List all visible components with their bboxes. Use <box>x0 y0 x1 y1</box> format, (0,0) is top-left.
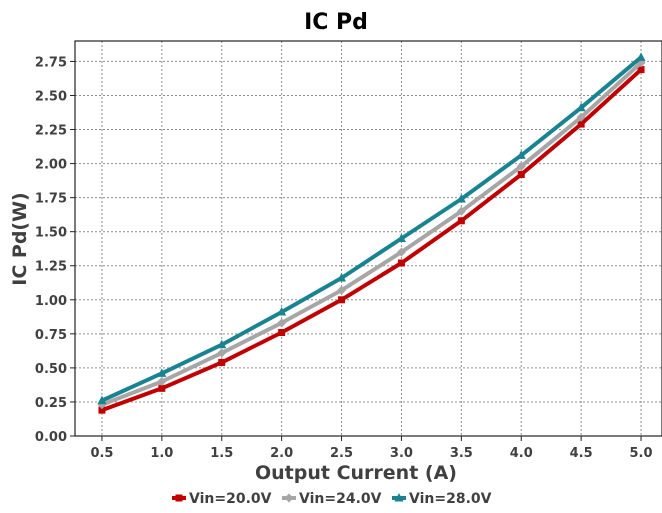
data-point <box>97 395 107 405</box>
data-point <box>158 384 166 392</box>
legend-label: Vin=28.0V <box>409 491 492 507</box>
x-tick-label: 4.5 <box>570 446 593 461</box>
data-point <box>516 161 526 171</box>
y-tick-label: 1.25 <box>35 260 67 275</box>
y-tick-label: 2.75 <box>35 55 67 70</box>
legend-item: Vin=20.0V <box>172 491 272 507</box>
legend: Vin=20.0V Vin=24.0V Vin=28.0V <box>172 491 492 507</box>
legend-marker <box>284 493 294 503</box>
data-point <box>338 296 346 304</box>
x-tick-label: 3.0 <box>390 446 413 461</box>
x-tick-label: 5.0 <box>630 446 653 461</box>
x-axis-ticks: 0.5 1.0 1.5 2.0 2.5 3.0 3.5 4.0 4.5 5.0 <box>90 436 653 461</box>
data-point <box>278 328 286 336</box>
grid <box>75 41 662 436</box>
legend-item: Vin=28.0V <box>392 491 492 507</box>
x-tick-label: 1.5 <box>210 446 233 461</box>
data-point <box>576 112 586 122</box>
data-point <box>217 348 227 358</box>
series-1 <box>97 58 646 410</box>
data-point <box>636 52 646 61</box>
legend-label: Vin=24.0V <box>299 491 382 507</box>
data-point <box>157 377 167 387</box>
y-tick-label: 0.25 <box>35 396 67 411</box>
y-tick-label: 0.50 <box>35 362 67 377</box>
y-tick-label: 0.75 <box>35 328 67 343</box>
data-point <box>277 318 287 328</box>
series-0 <box>98 66 645 414</box>
y-tick-label: 1.75 <box>35 192 67 207</box>
data-point <box>456 206 466 216</box>
x-tick-label: 2.5 <box>330 446 353 461</box>
data-point <box>218 358 226 366</box>
data-point <box>337 285 347 295</box>
legend-label: Vin=20.0V <box>189 491 272 507</box>
data-point <box>397 259 405 267</box>
y-tick-label: 2.50 <box>35 89 67 104</box>
y-tick-label: 0.00 <box>35 430 67 445</box>
series-line <box>101 61 643 407</box>
data-point <box>157 368 167 377</box>
data-point <box>217 339 227 349</box>
y-tick-label: 2.00 <box>35 158 67 173</box>
data-point <box>456 194 466 203</box>
data-point <box>277 307 287 316</box>
y-tick-label: 2.25 <box>35 124 67 139</box>
data-point <box>396 247 406 257</box>
x-tick-label: 1.0 <box>150 446 173 461</box>
x-tick-label: 2.0 <box>270 446 293 461</box>
y-tick-label: 1.00 <box>35 294 67 309</box>
plot-frame <box>74 40 662 437</box>
series-line <box>101 55 643 403</box>
x-tick-label: 4.0 <box>510 446 533 461</box>
data-point <box>576 102 586 112</box>
chart-title: IC Pd <box>304 10 368 35</box>
x-tick-label: 3.5 <box>450 446 473 461</box>
data-point <box>637 66 645 74</box>
data-point <box>396 233 406 242</box>
series-2 <box>97 52 646 405</box>
legend-marker <box>394 493 404 502</box>
x-axis-label: Output Current (A) <box>255 462 457 484</box>
data-point <box>517 170 525 178</box>
x-tick-label: 0.5 <box>90 446 113 461</box>
legend-marker <box>175 494 183 502</box>
series-line <box>101 68 643 412</box>
y-tick-label: 1.50 <box>35 226 67 241</box>
y-axis-label: IC Pd(W) <box>9 192 31 285</box>
series-lines <box>97 52 646 414</box>
data-point <box>337 273 347 282</box>
y-axis-ticks: 0.00 0.25 0.50 0.75 1.00 1.25 1.50 1.75 2.00 2.25… <box>35 55 75 445</box>
data-point <box>577 120 585 128</box>
data-point <box>457 217 465 225</box>
legend-item: Vin=24.0V <box>282 491 382 507</box>
data-point <box>516 150 526 159</box>
data-point <box>98 406 106 414</box>
